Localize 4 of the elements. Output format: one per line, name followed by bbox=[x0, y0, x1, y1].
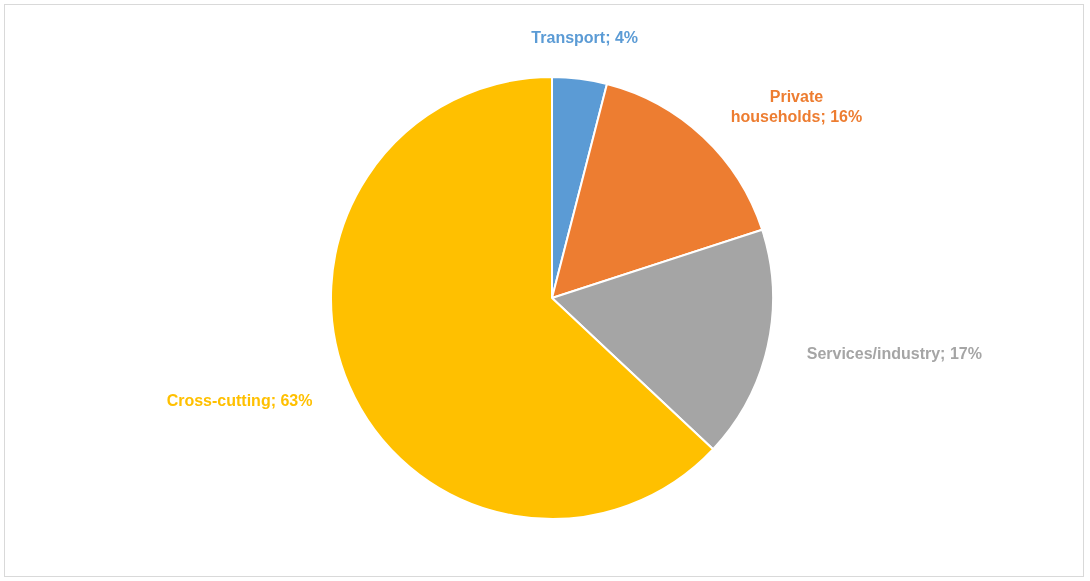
slice-label: Services/industry; 17% bbox=[806, 345, 982, 363]
slice-label: Private households; 16% bbox=[730, 88, 863, 126]
slice-label: Transport; 4% bbox=[531, 29, 639, 47]
slice-label: Cross-cutting; 63% bbox=[166, 392, 313, 410]
